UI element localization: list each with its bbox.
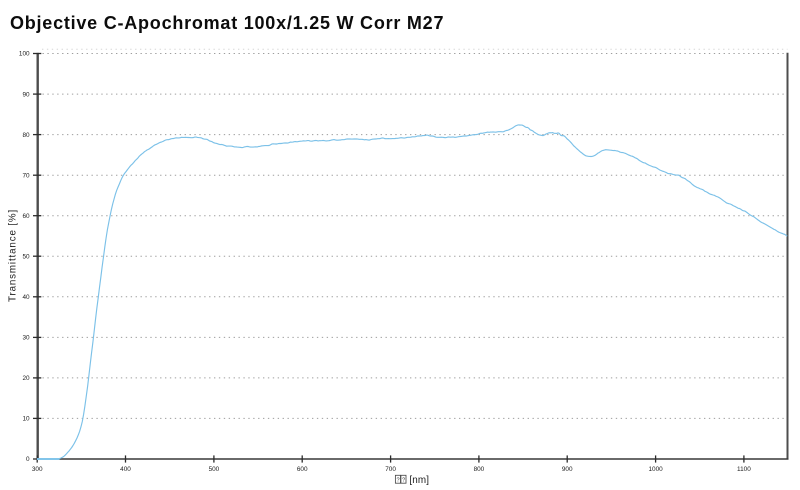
svg-text:50: 50 xyxy=(22,253,30,260)
svg-text:400: 400 xyxy=(120,466,131,473)
svg-text:100: 100 xyxy=(19,51,30,58)
svg-text:[nm]: [nm] xyxy=(409,475,429,486)
svg-text:1100: 1100 xyxy=(737,466,751,473)
svg-text:90: 90 xyxy=(22,91,30,98)
svg-text:900: 900 xyxy=(562,466,573,473)
svg-text:60: 60 xyxy=(22,213,30,220)
svg-text:Transmittance [%]: Transmittance [%] xyxy=(8,209,19,302)
svg-text:800: 800 xyxy=(474,466,485,473)
svg-text:1000: 1000 xyxy=(648,466,663,473)
svg-text:?: ? xyxy=(396,478,399,484)
svg-text:20: 20 xyxy=(22,375,30,382)
svg-text:40: 40 xyxy=(22,294,30,301)
svg-text:80: 80 xyxy=(22,132,30,139)
svg-text:700: 700 xyxy=(385,466,396,473)
svg-text:70: 70 xyxy=(22,172,30,179)
svg-text:500: 500 xyxy=(209,466,220,473)
svg-text:300: 300 xyxy=(32,466,43,473)
svg-text:600: 600 xyxy=(297,466,308,473)
svg-text:30: 30 xyxy=(22,335,30,342)
svg-text:10: 10 xyxy=(22,416,30,423)
svg-text:0: 0 xyxy=(26,456,30,463)
svg-text:?: ? xyxy=(402,478,405,484)
